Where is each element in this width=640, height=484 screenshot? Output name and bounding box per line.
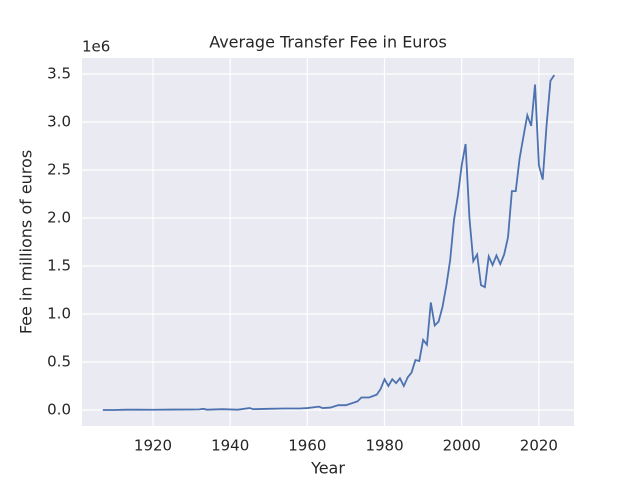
y-tick-label: 1.5 — [47, 256, 71, 274]
plot-area — [82, 58, 574, 426]
x-tick-label: 2020 — [520, 437, 558, 455]
chart-title: Average Transfer Fee in Euros — [209, 33, 447, 52]
data-line — [102, 74, 556, 411]
y-tick-label: 2.0 — [47, 209, 71, 227]
x-axis-label: Year — [310, 459, 345, 478]
y-tick-label: 1.0 — [47, 304, 71, 322]
x-tick-label: 1920 — [134, 437, 172, 455]
offset-label: 1e6 — [82, 38, 110, 56]
y-tick-label: 0.0 — [47, 400, 71, 418]
x-tick-label: 1940 — [211, 437, 249, 455]
y-tick-label: 3.5 — [47, 65, 71, 83]
x-tick-label: 2000 — [443, 437, 481, 455]
x-tick-label: 1980 — [365, 437, 403, 455]
y-axis-label: Fee in millions of euros — [17, 150, 36, 334]
x-tick-label: 1960 — [288, 437, 326, 455]
y-tick-label: 0.5 — [47, 352, 71, 370]
y-tick-label: 3.0 — [47, 113, 71, 131]
y-tick-label: 2.5 — [47, 161, 71, 179]
